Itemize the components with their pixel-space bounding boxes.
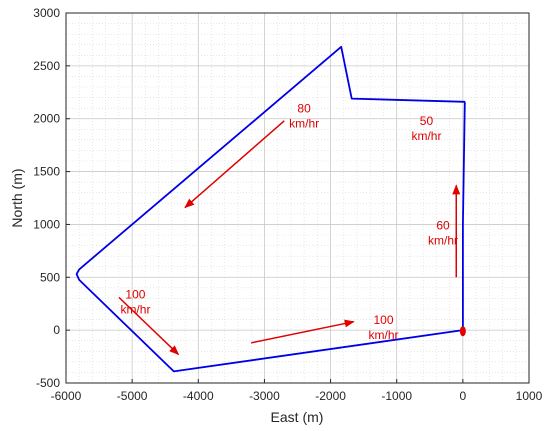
- speed-annotation: 60 km/hr: [428, 219, 458, 248]
- ticks: -6000 -5000 -4000 -3000 -2000 -1000 0 1000-5000…: [33, 6, 542, 403]
- y-tick-label: 0: [53, 323, 60, 337]
- x-axis-label: East (m): [271, 409, 324, 425]
- y-tick-label: -500: [36, 376, 60, 390]
- y-axis-label: North (m): [9, 168, 25, 227]
- series-layer: [75, 45, 466, 373]
- x-tick-label: 1000: [516, 389, 543, 403]
- speed-arrow: [251, 319, 355, 344]
- annotation-line: 100: [373, 313, 393, 327]
- x-tick-label: -5000: [117, 389, 148, 403]
- annotation-line: km/hr: [411, 129, 441, 143]
- plot-background: [66, 13, 529, 383]
- y-tick-label: 1000: [33, 217, 60, 231]
- annotation-line: km/hr: [428, 234, 458, 248]
- speed-annotation: 50 km/hr: [411, 114, 441, 143]
- start-end-marker: [459, 326, 466, 337]
- annotation-line: 100: [125, 287, 145, 301]
- y-tick-label: 2500: [33, 59, 60, 73]
- x-tick-label: 0: [460, 389, 467, 403]
- speed-arrow: [184, 120, 285, 209]
- y-tick-label: 500: [40, 270, 60, 284]
- speed-annotation: 100 km/hr: [368, 313, 398, 342]
- x-tick-label: -3000: [249, 389, 280, 403]
- annotation-line: 80: [297, 101, 311, 115]
- plot-frame: [65, 12, 530, 384]
- x-tick-label: -4000: [183, 389, 214, 403]
- annotation-line: 60: [436, 219, 450, 233]
- annotation-line: km/hr: [289, 116, 319, 130]
- annotation-line: 50: [420, 114, 434, 128]
- annotation-line: km/hr: [120, 302, 150, 316]
- x-tick-label: -6000: [51, 389, 82, 403]
- y-tick-label: 1500: [33, 165, 60, 179]
- trajectory-line: [75, 45, 466, 373]
- speed-annotation: 80 km/hr: [289, 101, 319, 130]
- x-tick-label: -2000: [315, 389, 346, 403]
- x-tick-label: -1000: [381, 389, 412, 403]
- y-tick-label: 2000: [33, 112, 60, 126]
- y-tick-label: 3000: [33, 6, 60, 20]
- speed-arrow: [118, 296, 180, 356]
- speed-annotation: 100 km/hr: [120, 287, 150, 316]
- annotation-line: km/hr: [368, 328, 398, 342]
